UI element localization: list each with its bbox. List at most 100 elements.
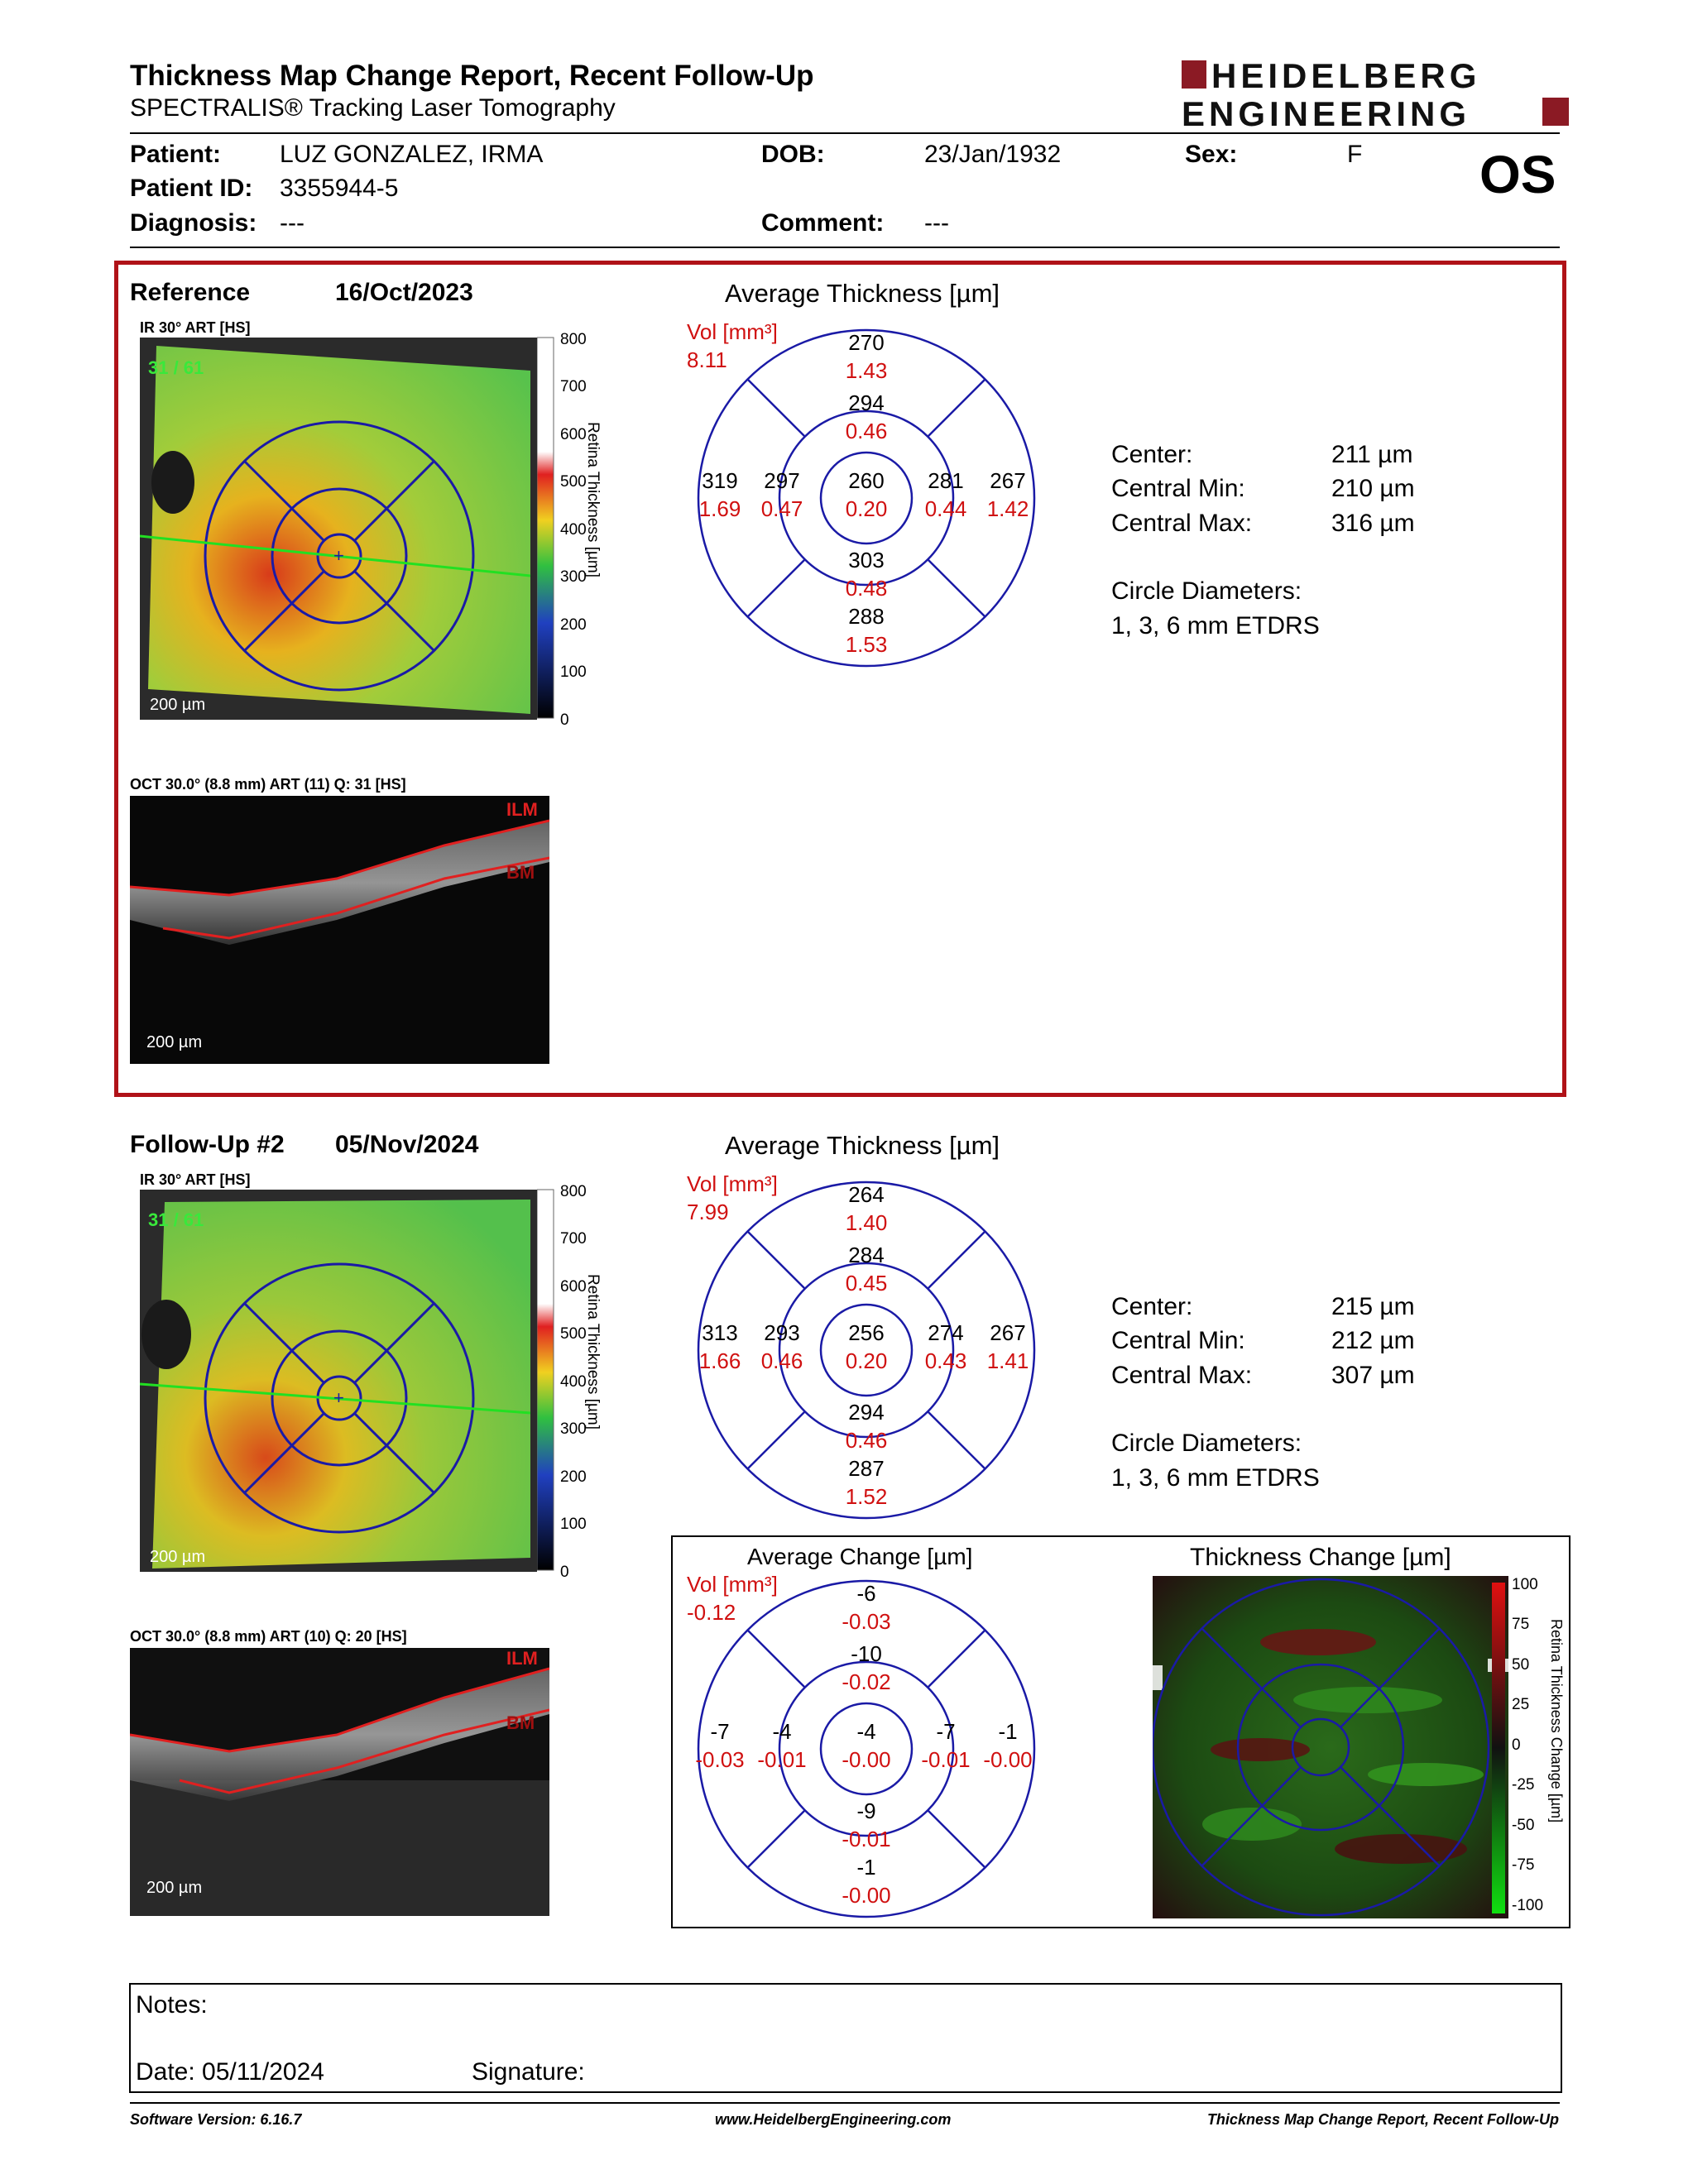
- ref-outer-inf-thk: 288: [848, 604, 884, 629]
- ref-outer-nas-thk: 267: [990, 468, 1025, 493]
- footer-rule: [130, 2102, 1560, 2104]
- ilm-line: [130, 819, 549, 897]
- ir-overlay-label: 31 / 61: [148, 357, 204, 378]
- fu-inner-temp-vol: 0.46: [761, 1348, 803, 1373]
- ref-center-thk: 260: [848, 468, 884, 493]
- svg-text:600: 600: [560, 426, 587, 443]
- fu-inner-sup-thk: 284: [848, 1243, 884, 1267]
- scale-bar: [537, 337, 554, 719]
- fu-outer-temp-thk: 313: [702, 1320, 737, 1345]
- ir-tag: IR 30° ART [HS]: [140, 319, 251, 336]
- noise-band: [130, 1780, 549, 1916]
- fu-inner-temp-thk: 293: [764, 1320, 799, 1345]
- chg-outer-inf-thk: -1: [856, 1855, 875, 1880]
- svg-text:75: 75: [1512, 1616, 1529, 1633]
- fu-outer-temp-vol: 1.66: [699, 1348, 741, 1373]
- svg-text:0: 0: [1512, 1736, 1521, 1754]
- followup-oct-tag: OCT 30.0° (8.8 mm) ART (10) Q: 20 [HS]: [130, 1628, 407, 1645]
- reference-date: 16/Oct/2023: [335, 279, 473, 306]
- svg-text:100: 100: [1512, 1576, 1538, 1593]
- svg-text:800: 800: [560, 1183, 587, 1200]
- chg-inner-inf-thk: -9: [856, 1798, 875, 1823]
- comment-value: ---: [924, 209, 949, 237]
- report-subtitle: SPECTRALIS® Tracking Laser Tomography: [130, 94, 616, 122]
- followup-ir-panel: IR 30° ART [HS] 31 / 61 + 200 µm: [130, 1166, 693, 1597]
- fu-circle-value: 1, 3, 6 mm ETDRS: [1111, 1464, 1320, 1492]
- change-scale-ticks: 100 75 50 25 0 -25 -50 -75 -100: [1512, 1576, 1543, 1914]
- chg-inner-sup-vol: -0.02: [842, 1669, 890, 1694]
- svg-text:200: 200: [560, 616, 587, 634]
- followup-etdrs-grid: 264 1.40 284 0.45 313 1.66 293 0.46 256 …: [697, 1181, 1036, 1520]
- change-etdrs-grid: -6 -0.03 -10 -0.02 -7 -0.03 -4 -0.01 -4 …: [695, 1579, 1036, 1918]
- followup-color-scale: 800 700 600 500 400 300 200 100 0 Retina…: [537, 1183, 602, 1577]
- ref-central-min-label: Central Min:: [1111, 475, 1245, 502]
- ref-inner-nas-thk: 281: [928, 468, 963, 493]
- ref-inner-inf-vol: 0.48: [846, 576, 888, 601]
- chg-center-thk: -4: [856, 1719, 875, 1744]
- oct-scalebar: 200 µm: [146, 1033, 202, 1051]
- scale-ticks: 800 700 600 500 400 300 200 100 0: [560, 1183, 587, 1577]
- fu-outer-inf-vol: 1.52: [846, 1484, 888, 1509]
- fu-inner-inf-vol: 0.46: [846, 1428, 888, 1453]
- diagnosis-label: Diagnosis:: [130, 209, 257, 237]
- fu-circle-label: Circle Diameters:: [1111, 1430, 1302, 1457]
- fu-outer-sup-vol: 1.40: [846, 1210, 888, 1235]
- logo-block-bottom: [1542, 98, 1569, 126]
- notes-date: Date: 05/11/2024: [136, 2058, 324, 2086]
- ilm-label: ILM: [506, 1648, 538, 1669]
- ref-circle-label: Circle Diameters:: [1111, 577, 1302, 605]
- followup-vol-label: Vol [mm³]: [687, 1171, 778, 1196]
- followup-oct-bscan: ILM BM 200 µm: [130, 1648, 549, 1916]
- svg-text:100: 100: [560, 1516, 587, 1533]
- svg-text:700: 700: [560, 378, 587, 395]
- report-title: Thickness Map Change Report, Recent Foll…: [130, 60, 814, 92]
- change-vol-label: Vol [mm³]: [687, 1572, 778, 1597]
- ref-center-label: Center:: [1111, 441, 1193, 468]
- notes-label: Notes:: [136, 1991, 208, 2019]
- fu-central-min-label: Central Min:: [1111, 1327, 1245, 1354]
- chg-outer-temp-thk: -7: [710, 1719, 729, 1744]
- footer-report-name: Thickness Map Change Report, Recent Foll…: [1206, 2111, 1559, 2128]
- reference-avg-title: Average Thickness [µm]: [725, 279, 1000, 308]
- scale-ticks: 800 700 600 500 400 300 200 100 0: [560, 331, 587, 725]
- footer-website[interactable]: www.HeidelbergEngineering.com: [715, 2111, 952, 2128]
- chg-inner-nas-vol: -0.01: [921, 1747, 970, 1772]
- change-panel: [671, 1535, 1571, 1928]
- scale-label: Retina Thickness [µm]: [584, 422, 602, 577]
- svg-text:-75: -75: [1512, 1856, 1534, 1874]
- followup-avg-title: Average Thickness [µm]: [725, 1131, 1000, 1160]
- reference-vol-label: Vol [mm³]: [687, 319, 778, 344]
- patient-id: 3355944-5: [280, 175, 399, 202]
- bm-line: [179, 1708, 549, 1794]
- ir-scalebar: 200 µm: [150, 1548, 205, 1566]
- svg-text:400: 400: [560, 1373, 587, 1391]
- fu-center-label: Center:: [1111, 1293, 1193, 1320]
- svg-text:-100: -100: [1512, 1897, 1543, 1914]
- dob-label: DOB:: [761, 141, 825, 168]
- ref-central-min-value: 210 µm: [1331, 475, 1415, 502]
- scale-label: Retina Thickness [µm]: [584, 1274, 602, 1430]
- reference-thickness-map: 31 / 61 + 200 µm: [140, 338, 537, 720]
- patient-rule: [130, 247, 1560, 248]
- fu-center-thk: 256: [848, 1320, 884, 1345]
- fu-outer-nas-vol: 1.41: [987, 1348, 1029, 1373]
- chg-outer-inf-vol: -0.00: [842, 1883, 890, 1908]
- patient-label: Patient:: [130, 141, 222, 168]
- patient-id-label: Patient ID:: [130, 175, 253, 202]
- reference-etdrs-grid: 270 1.43 294 0.46 319 1.69 297 0.47 260 …: [697, 328, 1036, 668]
- chg-outer-sup-thk: -6: [856, 1581, 875, 1606]
- svg-text:700: 700: [560, 1230, 587, 1248]
- ref-outer-sup-vol: 1.43: [846, 358, 888, 383]
- ilm-line: [130, 1667, 549, 1753]
- ref-center-value: 211 µm: [1331, 441, 1413, 468]
- chg-inner-temp-vol: -0.01: [757, 1747, 806, 1772]
- reference-oct-tag: OCT 30.0° (8.8 mm) ART (11) Q: 31 [HS]: [130, 776, 406, 793]
- svg-text:25: 25: [1512, 1696, 1529, 1713]
- sex-label: Sex:: [1185, 141, 1238, 168]
- ref-outer-temp-vol: 1.69: [699, 496, 741, 521]
- ref-inner-temp-thk: 297: [764, 468, 799, 493]
- ref-inner-sup-vol: 0.46: [846, 419, 888, 443]
- svg-text:200: 200: [560, 1468, 587, 1486]
- svg-text:100: 100: [560, 663, 587, 681]
- chg-outer-nas-vol: -0.00: [983, 1747, 1032, 1772]
